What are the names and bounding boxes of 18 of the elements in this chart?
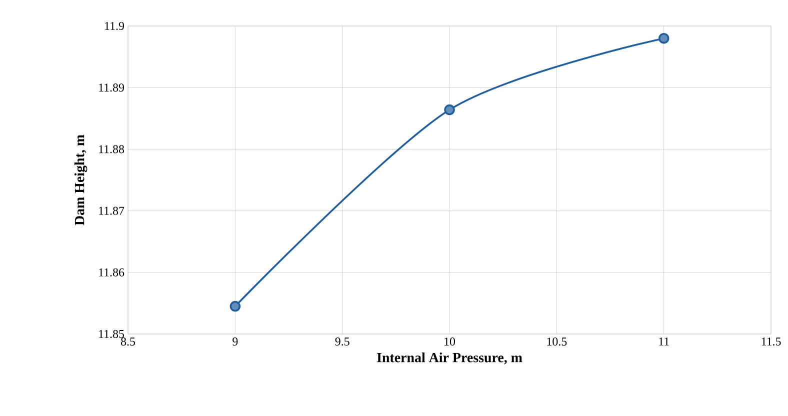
y-tick-label: 11.89	[99, 84, 124, 92]
y-axis-title: Dam Height, m	[74, 134, 88, 226]
x-tick-label: 10	[444, 338, 456, 346]
y-tick-label: 11.85	[99, 330, 124, 338]
point	[444, 104, 455, 116]
x-tick-label: 10.5	[547, 338, 567, 346]
x-tick-label: 11	[659, 338, 669, 346]
x-tick-label: 9.5	[335, 338, 350, 346]
x-tick-label: 11.5	[762, 338, 781, 346]
point	[230, 300, 241, 312]
x-tick-label: 8.5	[120, 338, 136, 346]
y-tick-label: 11.9	[105, 22, 124, 30]
x-tick-label: 9	[232, 338, 238, 346]
y-tick-label: 11.88	[99, 145, 124, 154]
y-tick-label: 11.86	[99, 268, 124, 276]
point	[658, 32, 670, 44]
y-tick-label: 11.87	[99, 206, 124, 215]
x-axis-title: Internal Air Pressure, m	[377, 352, 522, 364]
